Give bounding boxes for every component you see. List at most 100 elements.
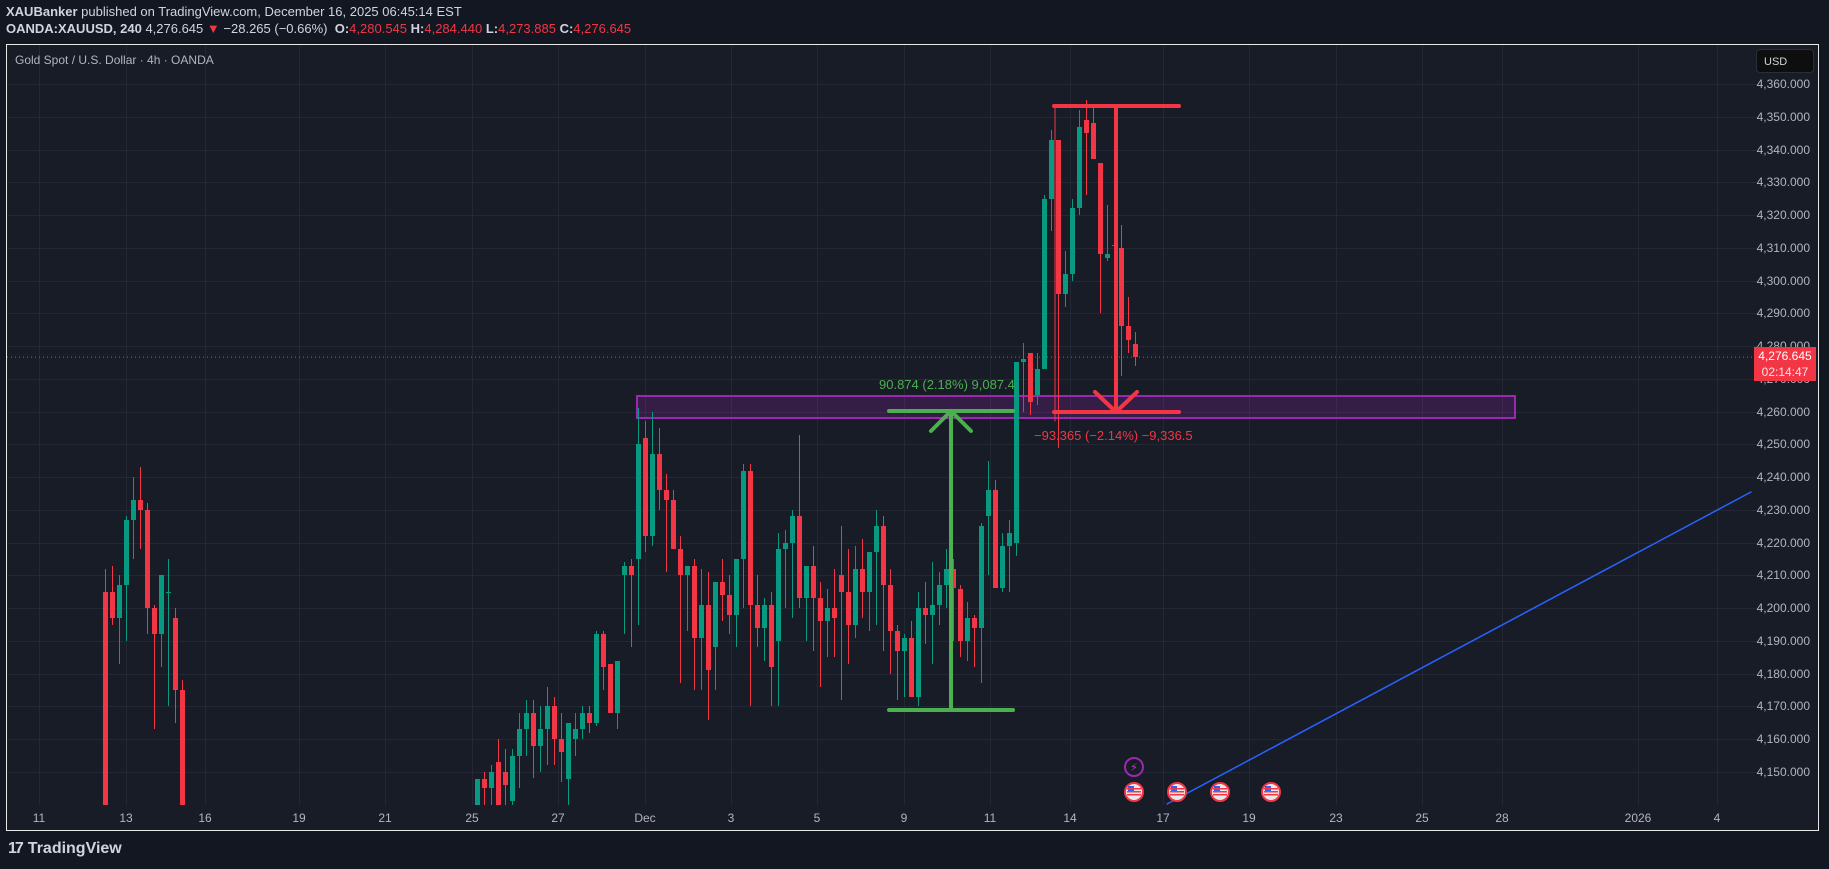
candle-body[interactable] — [867, 552, 872, 592]
candle-body[interactable] — [797, 516, 802, 599]
candle-body[interactable] — [923, 608, 928, 615]
candle-body[interactable] — [1091, 123, 1096, 160]
candle-body[interactable] — [783, 542, 788, 550]
candle-body[interactable] — [608, 663, 613, 713]
candle-body[interactable] — [475, 778, 480, 805]
candle-body[interactable] — [916, 608, 921, 697]
candle-body[interactable] — [180, 690, 185, 805]
candle-body[interactable] — [650, 454, 655, 537]
candle-body[interactable] — [895, 631, 900, 651]
candle-body[interactable] — [636, 444, 641, 560]
candle-body[interactable] — [510, 755, 515, 802]
candle-body[interactable] — [1056, 139, 1061, 294]
candle-body[interactable] — [1049, 139, 1054, 199]
candle-body[interactable] — [145, 509, 150, 609]
candle-body[interactable] — [748, 470, 753, 605]
candle-body[interactable] — [699, 604, 704, 638]
candle-body[interactable] — [727, 595, 732, 615]
candle-body[interactable] — [1028, 352, 1033, 402]
candle-body[interactable] — [159, 575, 164, 635]
candle-body[interactable] — [720, 581, 725, 596]
down-arrow-icon[interactable] — [1093, 390, 1118, 414]
candle-body[interactable] — [1014, 362, 1019, 543]
publisher-name[interactable]: XAUBanker — [6, 4, 78, 19]
candle-body[interactable] — [825, 608, 830, 622]
candle-body[interactable] — [846, 591, 851, 625]
tradingview-logo[interactable]: 17 TradingView — [8, 840, 122, 858]
candle-body[interactable] — [566, 722, 571, 779]
candle-body[interactable] — [958, 588, 963, 641]
candle-body[interactable] — [1000, 545, 1005, 589]
candle-body[interactable] — [790, 516, 795, 543]
candle-body[interactable] — [629, 565, 634, 576]
candle-body[interactable] — [678, 549, 683, 576]
candle-body[interactable] — [832, 608, 837, 618]
candle-body[interactable] — [580, 712, 585, 730]
candle-body[interactable] — [124, 519, 129, 586]
candle-body[interactable] — [643, 437, 648, 537]
candle-body[interactable] — [1035, 369, 1040, 396]
up-arrow-icon[interactable] — [949, 409, 973, 433]
candle-body[interactable] — [979, 526, 984, 628]
candle-body[interactable] — [1077, 126, 1082, 209]
candle-body[interactable] — [1105, 254, 1110, 258]
candle-body[interactable] — [811, 565, 816, 599]
currency-button[interactable]: USD — [1756, 49, 1814, 73]
support-zone-rectangle[interactable] — [636, 395, 1516, 419]
candle-body[interactable] — [496, 762, 501, 805]
candle-body[interactable] — [804, 565, 809, 599]
candle-body[interactable] — [874, 526, 879, 553]
candle-body[interactable] — [1133, 344, 1138, 358]
candle-body[interactable] — [545, 706, 550, 730]
down-arrow-icon[interactable] — [1114, 390, 1139, 414]
candle-body[interactable] — [839, 575, 844, 592]
candle-body[interactable] — [951, 568, 956, 589]
candle-body[interactable] — [524, 712, 529, 730]
candle-body[interactable] — [944, 568, 949, 586]
candle-body[interactable] — [1042, 198, 1047, 369]
chart-plot-area[interactable]: ⚡ 90.874 (2.18%) 9,087.4 −93.365 (−2.14%) … — [7, 45, 1757, 805]
candle-body[interactable] — [818, 598, 823, 622]
candle-body[interactable] — [1063, 274, 1068, 294]
candle-body[interactable] — [993, 490, 998, 589]
candle-body[interactable] — [587, 712, 592, 723]
candle-body[interactable] — [138, 500, 143, 510]
candle-body[interactable] — [762, 604, 767, 628]
candle-body[interactable] — [482, 778, 487, 789]
candle-body[interactable] — [706, 604, 711, 671]
lightning-event-icon[interactable] — [1124, 757, 1144, 777]
candle-body[interactable] — [110, 591, 115, 618]
candle-body[interactable] — [776, 549, 781, 641]
candle-body[interactable] — [173, 617, 178, 691]
candle-body[interactable] — [965, 617, 970, 641]
candle-body[interactable] — [664, 490, 669, 501]
candle-body[interactable] — [573, 729, 578, 740]
candle-body[interactable] — [131, 500, 136, 520]
candle-body[interactable] — [713, 581, 718, 648]
trendline[interactable] — [1166, 491, 1752, 805]
candle-body[interactable] — [531, 712, 536, 746]
candle-body[interactable] — [741, 470, 746, 559]
candle-body[interactable] — [930, 604, 935, 615]
candle-body[interactable] — [1126, 326, 1131, 340]
candle-body[interactable] — [902, 637, 907, 651]
candle-body[interactable] — [937, 585, 942, 605]
candle-body[interactable] — [1084, 120, 1089, 134]
candle-body[interactable] — [503, 771, 508, 786]
candle-body[interactable] — [117, 585, 122, 618]
candle-body[interactable] — [538, 729, 543, 746]
candle-body[interactable] — [860, 568, 865, 592]
candle-body[interactable] — [734, 559, 739, 615]
candle-body[interactable] — [1021, 359, 1026, 363]
candle-body[interactable] — [1098, 162, 1103, 255]
candle-body[interactable] — [986, 490, 991, 517]
candle-body[interactable] — [152, 608, 157, 635]
candle-body[interactable] — [671, 500, 676, 550]
candle-body[interactable] — [853, 568, 858, 625]
candle-body[interactable] — [103, 591, 108, 805]
candle-body[interactable] — [888, 585, 893, 632]
candle-body[interactable] — [559, 739, 564, 753]
candle-body[interactable] — [769, 604, 774, 668]
candle-body[interactable] — [755, 604, 760, 628]
candle-body[interactable] — [615, 660, 620, 713]
